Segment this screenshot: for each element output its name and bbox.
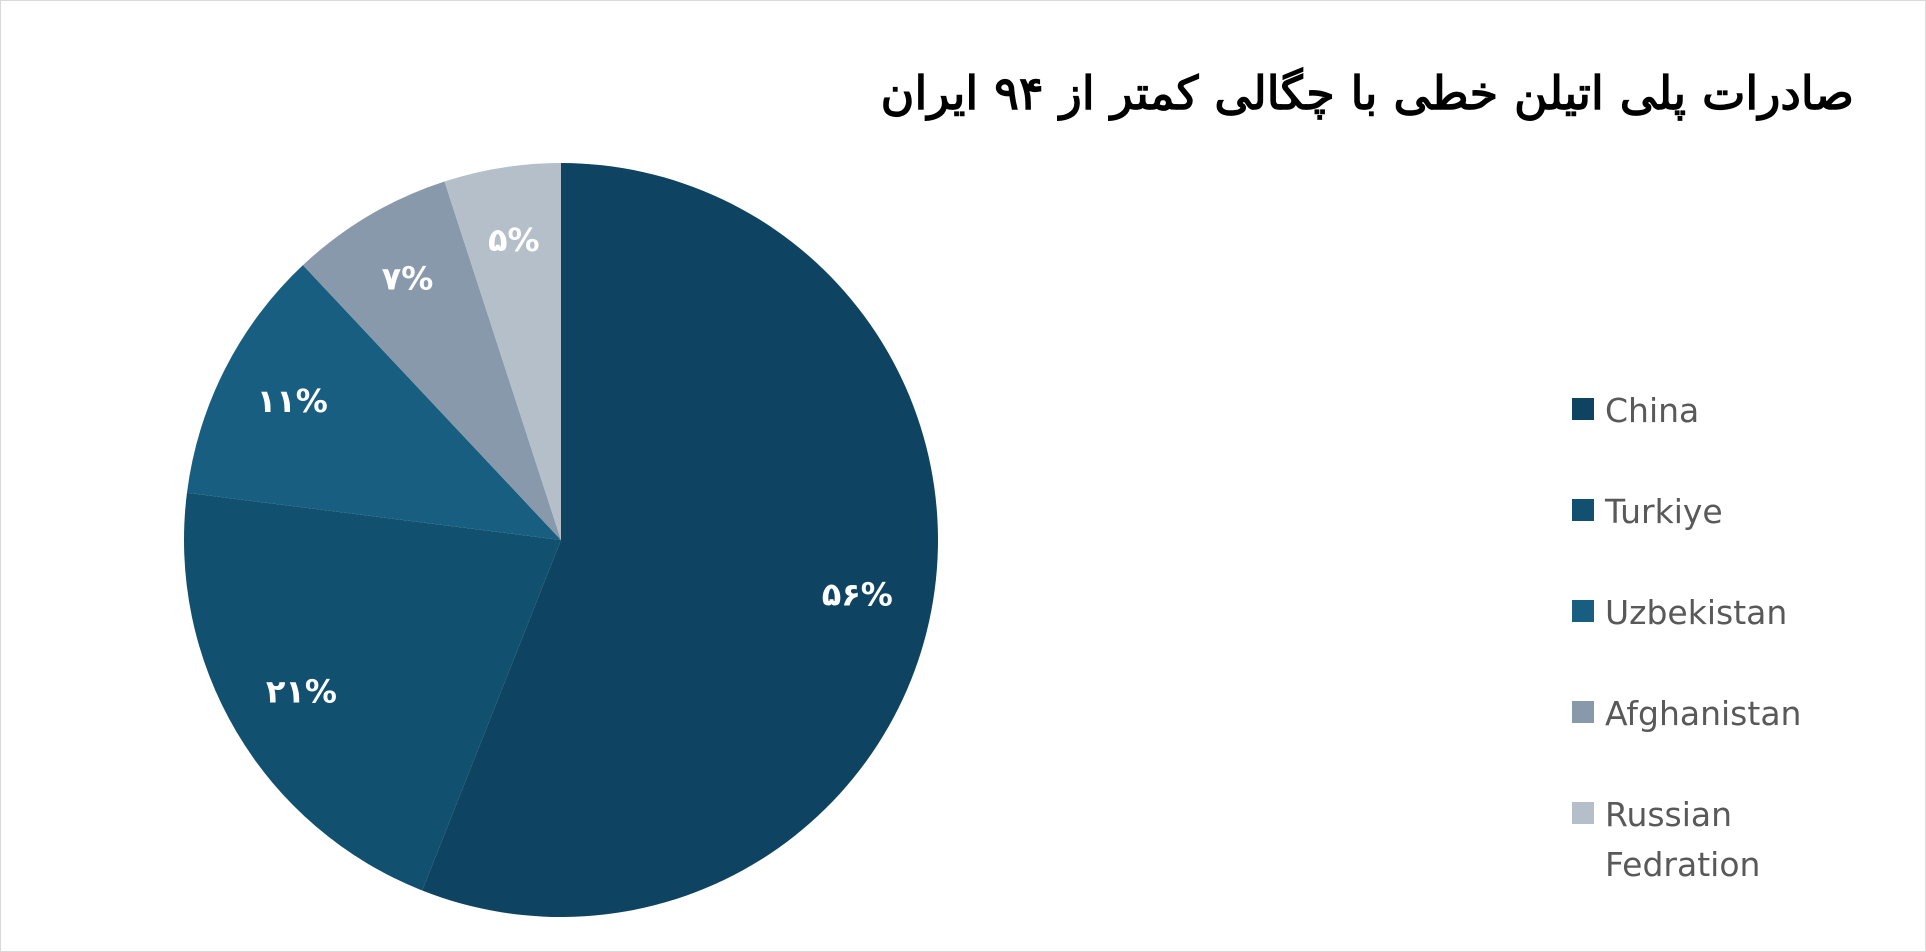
data-label: ۷% bbox=[382, 259, 434, 297]
pie-slice bbox=[302, 181, 561, 540]
legend-label: China bbox=[1605, 391, 1700, 430]
legend-swatch bbox=[1572, 499, 1594, 521]
pie-slice bbox=[184, 492, 561, 891]
pie-slice bbox=[186, 265, 561, 540]
legend-label: Afghanistan bbox=[1605, 694, 1802, 733]
chart-title: صادرات پلی اتیلن خطی با چگالی کمتر از ۹۴… bbox=[880, 66, 1854, 120]
legend-label: Turkiye bbox=[1605, 492, 1723, 531]
data-label: ۱۱% bbox=[257, 382, 328, 420]
legend-swatch bbox=[1572, 398, 1594, 420]
legend-swatch bbox=[1572, 600, 1594, 622]
data-label: ۵% bbox=[488, 221, 540, 259]
legend-label: Uzbekistan bbox=[1605, 593, 1788, 632]
legend-item: Afghanistan bbox=[1572, 689, 1865, 739]
pie-slice bbox=[422, 163, 938, 917]
data-label: ۵۶% bbox=[822, 576, 893, 614]
legend-item: China bbox=[1572, 386, 1865, 436]
legend-swatch bbox=[1572, 701, 1594, 723]
pie-slice bbox=[444, 163, 561, 540]
legend-item: Russian Fedration bbox=[1572, 790, 1865, 890]
legend-item: Uzbekistan bbox=[1572, 588, 1865, 638]
legend-label: Russian Fedration bbox=[1605, 795, 1761, 884]
legend-item: Turkiye bbox=[1572, 487, 1865, 537]
data-label: ۲۱% bbox=[266, 673, 337, 711]
legend-swatch bbox=[1572, 802, 1594, 824]
